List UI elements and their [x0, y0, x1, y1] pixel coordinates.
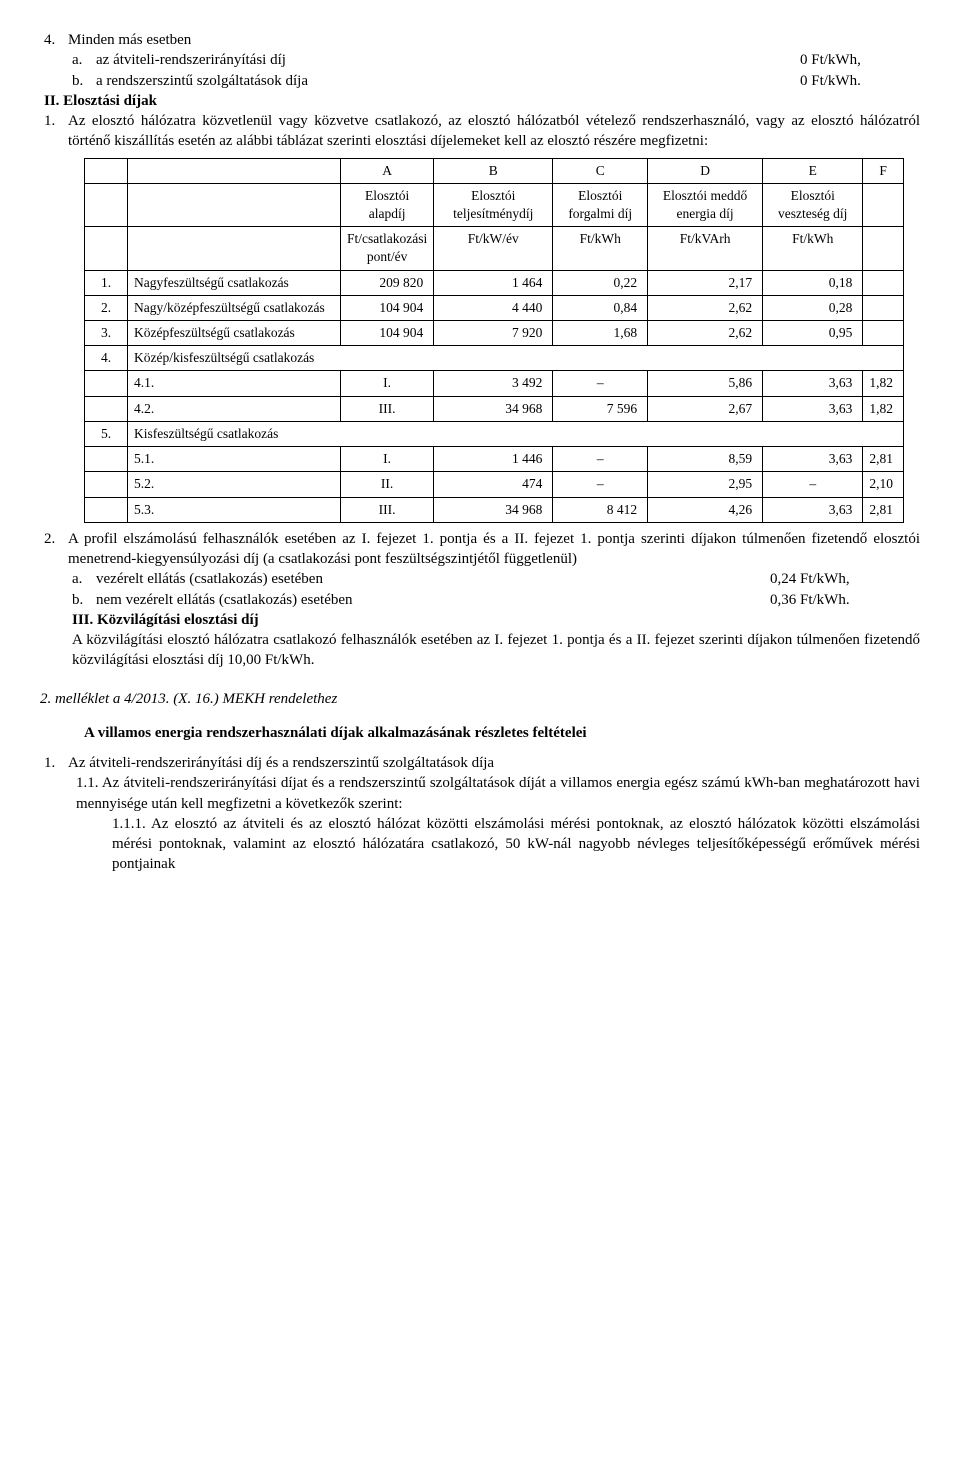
h2-a: Elosztói alapdíj: [341, 183, 434, 226]
letter-a: a.: [72, 50, 96, 70]
h3-f: [863, 227, 904, 270]
section-4: 4. Minden más esetben: [44, 30, 920, 50]
val-a: 0 Ft/kWh,: [800, 50, 920, 70]
h2-e: Elosztói veszteség díj: [763, 183, 863, 226]
col-A: A: [341, 158, 434, 183]
table-head-names: Elosztói alapdíj Elosztói teljesítménydí…: [85, 183, 904, 226]
h3-e: Ft/kWh: [763, 227, 863, 270]
text-a: az átviteli-rendszerirányítási díj: [96, 50, 800, 70]
fee-table: A B C D E F Elosztói alapdíj Elosztói te…: [84, 158, 904, 523]
table-row: 1. Nagyfeszültségű csatlakozás 209 820 1…: [85, 270, 904, 295]
col-D: D: [648, 158, 763, 183]
h2-b: Elosztói teljesítménydíj: [434, 183, 553, 226]
table-row: 3. Középfeszültségű csatlakozás 104 904 …: [85, 321, 904, 346]
col-B: B: [434, 158, 553, 183]
table-row: 5.3. III. 34 968 8 412 4,26 3,63 2,81: [85, 497, 904, 522]
table-row: 4.1. I. 3 492 – 5,86 3,63 1,82: [85, 371, 904, 396]
table-row: 4.2. III. 34 968 7 596 2,67 3,63 1,82: [85, 396, 904, 421]
after2-a: a. vezérelt ellátás (csatlakozás) esetéb…: [72, 569, 920, 589]
table-group-5: 5. Kisfeszültségű csatlakozás: [85, 421, 904, 446]
after2-b: b. nem vezérelt ellátás (csatlakozás) es…: [72, 590, 920, 610]
attach-1-1-1: 1.1.1. Az elosztó az átviteli és az elos…: [112, 814, 920, 875]
heading-iii: III. Közvilágítási elosztási díj: [72, 610, 920, 630]
heading-ii: II. Elosztási díjak: [44, 91, 920, 111]
h2-f: [863, 183, 904, 226]
section-4-a: a. az átviteli-rendszerirányítási díj 0 …: [72, 50, 920, 70]
table-head-units: Ft/csatlakozási pont/év Ft/kW/év Ft/kWh …: [85, 227, 904, 270]
h3-d: Ft/kVArh: [648, 227, 763, 270]
section-4-b: b. a rendszerszintű szolgáltatások díja …: [72, 71, 920, 91]
val-b: 0 Ft/kWh.: [800, 71, 920, 91]
after-table-2: 2. A profil elszámolású felhasználók ese…: [44, 529, 920, 570]
attachment-title: A villamos energia rendszerhasználati dí…: [84, 723, 920, 743]
col-E: E: [763, 158, 863, 183]
ii-point-1: 1. Az elosztó hálózatra közvetlenül vagy…: [44, 111, 920, 152]
section-4-num: 4.: [44, 30, 68, 50]
table-row: 5.2. II. 474 – 2,95 – 2,10: [85, 472, 904, 497]
table-row: 2. Nagy/középfeszültségű csatlakozás 104…: [85, 295, 904, 320]
after2-text: A profil elszámolású felhasználók esetéb…: [68, 529, 920, 570]
letter-b: b.: [72, 71, 96, 91]
iii-text: A közvilágítási elosztó hálózatra csatla…: [72, 630, 920, 671]
ii-1-num: 1.: [44, 111, 68, 152]
col-C: C: [553, 158, 648, 183]
attachment-ref: 2. melléklet a 4/2013. (X. 16.) MEKH ren…: [40, 689, 920, 709]
attach-1: 1. Az átviteli-rendszerirányítási díj és…: [44, 753, 920, 773]
h3-b: Ft/kW/év: [434, 227, 553, 270]
h2-d: Elosztói meddő energia díj: [648, 183, 763, 226]
after2-num: 2.: [44, 529, 68, 570]
h3-a: Ft/csatlakozási pont/év: [341, 227, 434, 270]
col-F: F: [863, 158, 904, 183]
ii-1-text: Az elosztó hálózatra közvetlenül vagy kö…: [68, 111, 920, 152]
section-4-title: Minden más esetben: [68, 30, 191, 50]
attach-1-1: 1.1. Az átviteli-rendszerirányítási díja…: [76, 773, 920, 814]
table-group-4: 4. Közép/kisfeszültségű csatlakozás: [85, 346, 904, 371]
text-b: a rendszerszintű szolgáltatások díja: [96, 71, 800, 91]
h3-c: Ft/kWh: [553, 227, 648, 270]
table-head-letters: A B C D E F: [85, 158, 904, 183]
h2-c: Elosztói forgalmi díj: [553, 183, 648, 226]
table-row: 5.1. I. 1 446 – 8,59 3,63 2,81: [85, 447, 904, 472]
